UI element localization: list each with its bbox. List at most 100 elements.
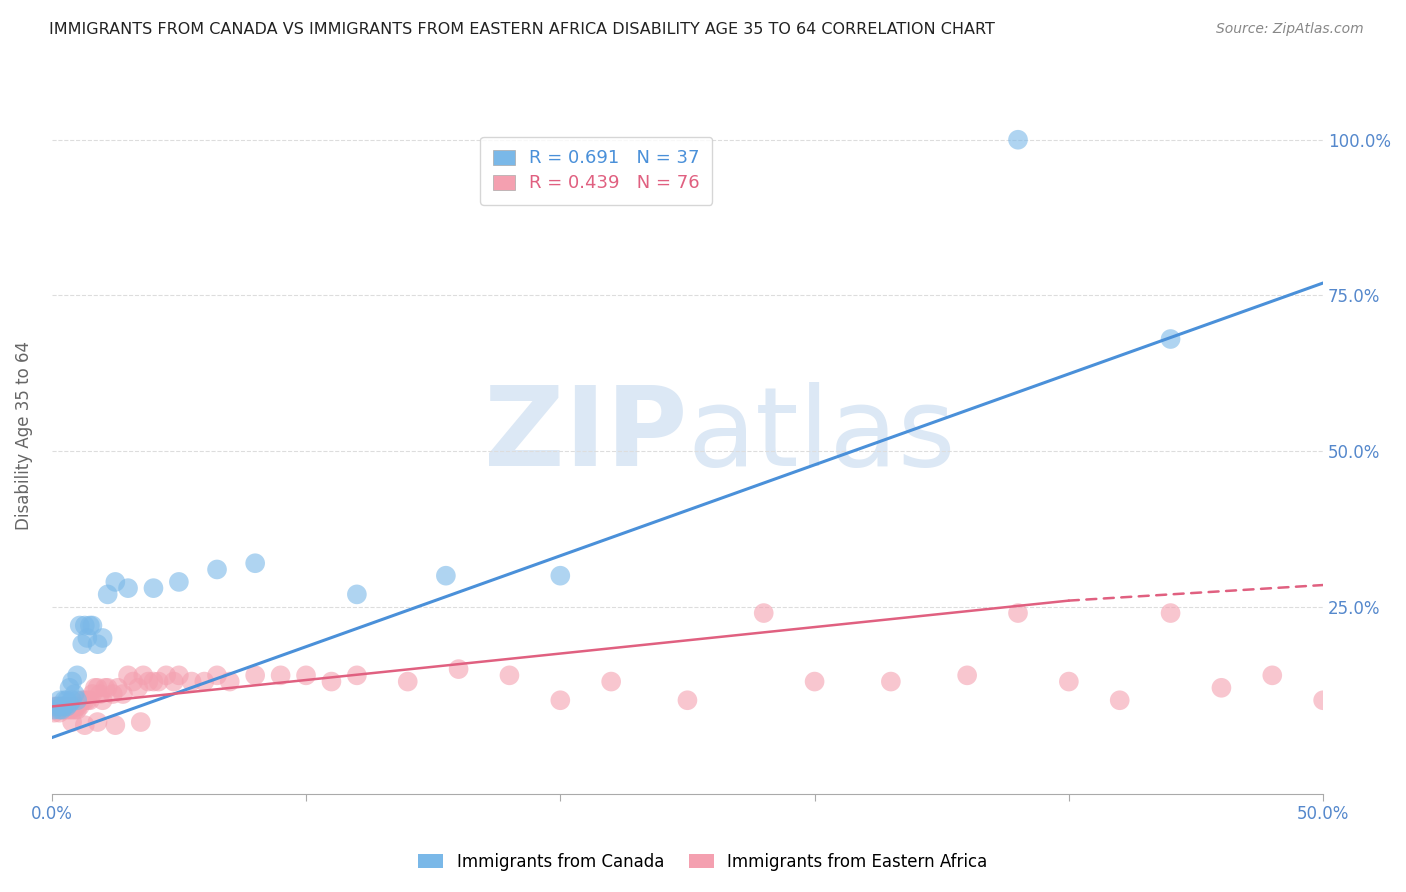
Point	[550, 568, 572, 582]
Point	[73, 718, 96, 732]
Point	[63, 699, 86, 714]
Point	[1312, 693, 1334, 707]
Point	[48, 706, 70, 720]
Point	[111, 687, 134, 701]
Point	[91, 693, 114, 707]
Point	[63, 687, 86, 701]
Point	[346, 668, 368, 682]
Point	[94, 681, 117, 695]
Point	[45, 699, 67, 714]
Point	[155, 668, 177, 682]
Point	[205, 562, 228, 576]
Point	[79, 618, 101, 632]
Point	[243, 668, 266, 682]
Point	[1007, 606, 1029, 620]
Point	[82, 687, 104, 701]
Point	[167, 668, 190, 682]
Point	[295, 668, 318, 682]
Point	[44, 699, 66, 714]
Point	[45, 699, 67, 714]
Point	[142, 674, 165, 689]
Point	[66, 693, 89, 707]
Point	[676, 693, 699, 707]
Point	[51, 699, 73, 714]
Point	[346, 587, 368, 601]
Text: atlas: atlas	[688, 382, 956, 489]
Point	[45, 703, 67, 717]
Legend: R = 0.691   N = 37, R = 0.439   N = 76: R = 0.691 N = 37, R = 0.439 N = 76	[481, 136, 713, 205]
Point	[73, 693, 96, 707]
Point	[132, 668, 155, 682]
Point	[148, 674, 170, 689]
Point	[89, 687, 111, 701]
Point	[56, 703, 79, 717]
Point	[193, 674, 215, 689]
Point	[66, 699, 89, 714]
Point	[60, 674, 83, 689]
Point	[53, 699, 76, 714]
Point	[91, 631, 114, 645]
Point	[104, 574, 127, 589]
Point	[243, 556, 266, 570]
Point	[129, 714, 152, 729]
Point	[51, 703, 73, 717]
Point	[51, 699, 73, 714]
Point	[72, 637, 94, 651]
Point	[101, 687, 124, 701]
Point	[66, 668, 89, 682]
Point	[72, 693, 94, 707]
Point	[82, 618, 104, 632]
Point	[180, 674, 202, 689]
Point	[56, 699, 79, 714]
Y-axis label: Disability Age 35 to 64: Disability Age 35 to 64	[15, 341, 32, 530]
Point	[56, 693, 79, 707]
Point	[434, 568, 457, 582]
Point	[63, 703, 86, 717]
Point	[218, 674, 240, 689]
Point	[122, 674, 145, 689]
Point	[58, 697, 80, 711]
Point	[97, 681, 120, 695]
Point	[127, 681, 149, 695]
Point	[1007, 133, 1029, 147]
Point	[1108, 693, 1130, 707]
Point	[167, 574, 190, 589]
Point	[48, 699, 70, 714]
Point	[107, 681, 129, 695]
Point	[97, 587, 120, 601]
Point	[58, 699, 80, 714]
Point	[1261, 668, 1284, 682]
Point	[48, 703, 70, 717]
Point	[205, 668, 228, 682]
Point	[498, 668, 520, 682]
Point	[1160, 332, 1182, 346]
Point	[69, 699, 91, 714]
Point	[58, 703, 80, 717]
Point	[117, 581, 139, 595]
Point	[956, 668, 979, 682]
Point	[163, 674, 186, 689]
Point	[44, 706, 66, 720]
Point	[73, 618, 96, 632]
Point	[86, 714, 108, 729]
Legend: Immigrants from Canada, Immigrants from Eastern Africa: Immigrants from Canada, Immigrants from …	[411, 845, 995, 880]
Point	[86, 681, 108, 695]
Point	[550, 693, 572, 707]
Point	[600, 674, 623, 689]
Point	[880, 674, 903, 689]
Point	[66, 703, 89, 717]
Point	[48, 693, 70, 707]
Point	[86, 637, 108, 651]
Point	[60, 703, 83, 717]
Point	[84, 681, 107, 695]
Point	[447, 662, 470, 676]
Point	[117, 668, 139, 682]
Point	[321, 674, 343, 689]
Point	[60, 714, 83, 729]
Point	[270, 668, 292, 682]
Text: Source: ZipAtlas.com: Source: ZipAtlas.com	[1216, 22, 1364, 37]
Point	[69, 618, 91, 632]
Text: IMMIGRANTS FROM CANADA VS IMMIGRANTS FROM EASTERN AFRICA DISABILITY AGE 35 TO 64: IMMIGRANTS FROM CANADA VS IMMIGRANTS FRO…	[49, 22, 995, 37]
Point	[53, 699, 76, 714]
Point	[752, 606, 775, 620]
